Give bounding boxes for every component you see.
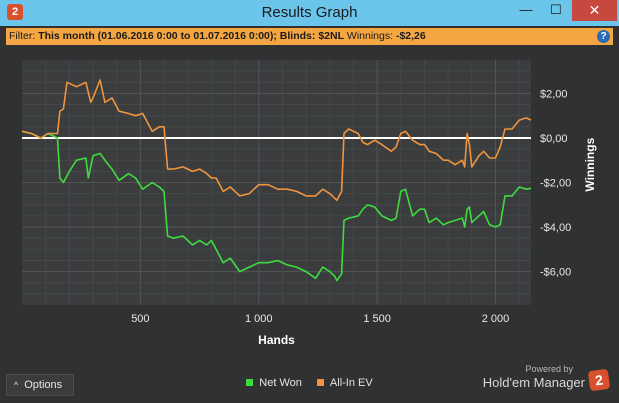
app-logo-icon: 2 (7, 4, 23, 20)
y-tick-label: -$6,00 (540, 267, 571, 279)
winnings-value: -$2,26 (395, 30, 426, 42)
x-tick-label: 2 000 (482, 313, 510, 325)
legend-label: All-In EV (329, 377, 373, 389)
brand-name: Hold'em Manager (482, 375, 585, 390)
net-won-swatch (246, 379, 254, 386)
legend-item-all-in-ev: All-In EV (316, 377, 373, 389)
options-button[interactable]: ^ Options (6, 374, 74, 396)
y-tick-label: -$2,00 (540, 178, 571, 190)
minimize-button[interactable]: — (519, 2, 533, 17)
chart-legend: Net Won All-In EV (0, 377, 619, 389)
close-button[interactable]: ✕ (572, 0, 617, 21)
winnings-label: Winnings: (346, 30, 394, 42)
series-line-net-won (21, 130, 532, 282)
blinds-label: Blinds: (279, 30, 316, 42)
powered-by-text: Powered by (525, 364, 573, 374)
hem-logo-icon: 2 (587, 368, 611, 392)
filter-bar: Filter: This month (01.06.2016 0:00 to 0… (6, 28, 613, 45)
results-chart: 500 1 000 1 500 2 000 $2,00 $0,00 -$2,00 -$4,00… (21, 60, 597, 347)
chevron-up-icon: ^ (14, 380, 19, 390)
x-tick-label: 1 500 (363, 313, 391, 325)
title-bar: 2 Results Graph — ☐ ✕ (0, 0, 619, 26)
y-axis-title: Winnings (583, 137, 597, 191)
x-tick-label: 500 (131, 313, 149, 325)
all-in-ev-swatch (316, 379, 324, 386)
x-axis-title: Hands (258, 333, 295, 347)
filter-period: This month (01.06.2016 0:00 to 01.07.201… (38, 30, 277, 42)
y-tick-label: $2,00 (540, 88, 568, 100)
y-tick-label: -$4,00 (540, 222, 571, 234)
filter-label: Filter: (9, 30, 36, 42)
series-line-all-in-ev (21, 79, 532, 202)
y-tick-label: $0,00 (540, 133, 568, 145)
legend-item-net-won: Net Won (246, 377, 302, 389)
filter-summary: Filter: This month (01.06.2016 0:00 to 0… (9, 28, 426, 45)
window-title: Results Graph (261, 4, 358, 21)
legend-label: Net Won (259, 377, 302, 389)
blinds-value: $2NL (318, 30, 344, 42)
options-label: Options (24, 379, 63, 391)
maximize-button[interactable]: ☐ (550, 2, 562, 17)
help-icon[interactable]: ? (597, 30, 610, 43)
x-tick-label: 1 000 (245, 313, 273, 325)
